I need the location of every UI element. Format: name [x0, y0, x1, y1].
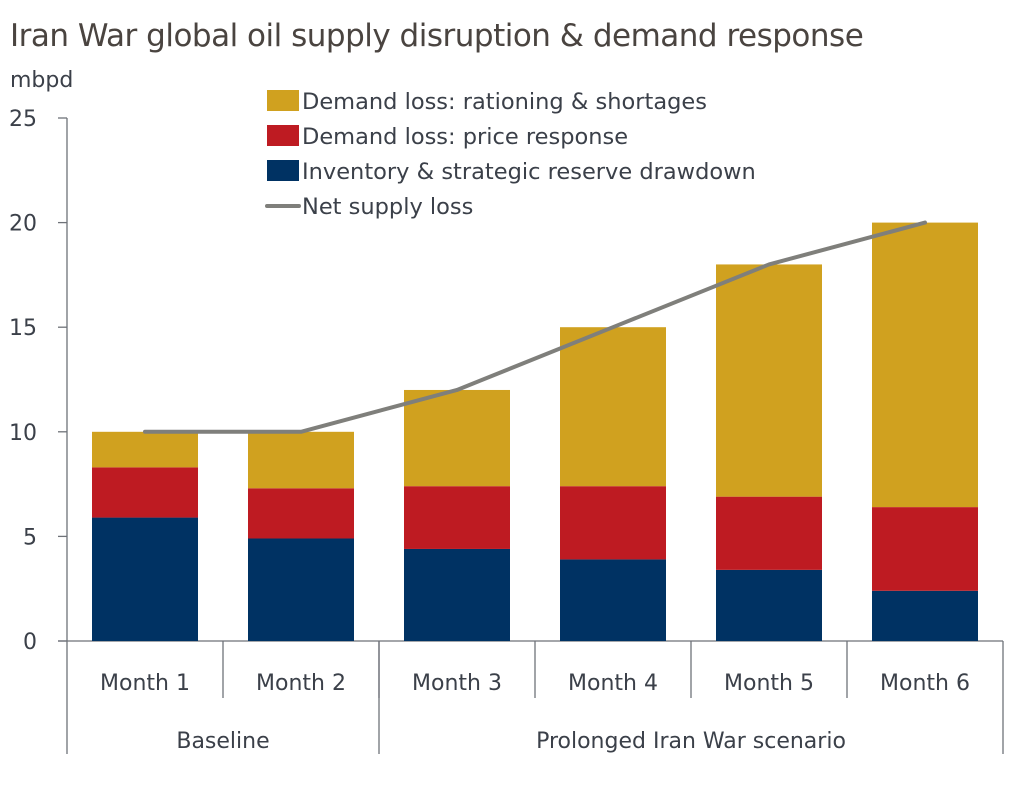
y-tick-label: 20	[9, 212, 37, 237]
x-tick-label: Month 3	[412, 671, 502, 696]
bar-segment	[716, 569, 822, 641]
x-axis-labels: Month 1 Month 2 Month 3 Month 4 Month 5 Month…	[100, 641, 1004, 754]
bars	[92, 222, 978, 641]
bar-segment	[716, 264, 822, 497]
group-label: Baseline	[176, 729, 269, 754]
y-tick-label: 0	[23, 630, 37, 655]
x-tick-label: Month 5	[724, 671, 814, 696]
bar-segment	[248, 488, 354, 539]
x-tick-label: Month 6	[880, 671, 970, 696]
x-tick-label: Month 2	[256, 671, 346, 696]
bar-segment	[248, 538, 354, 641]
bar-segment	[404, 486, 510, 549]
bar-segment	[404, 389, 510, 487]
y-tick-label: 5	[23, 525, 37, 550]
net-supply-loss-line	[143, 220, 927, 434]
bar-segment	[560, 327, 666, 487]
bar-segment	[92, 517, 198, 641]
x-tick-label: Month 4	[568, 671, 658, 696]
net-supply-line-group	[143, 220, 927, 434]
y-tick-label: 10	[9, 421, 37, 446]
legend: Demand loss: rationing & shortages Demand…	[265, 89, 756, 220]
legend-swatch	[267, 90, 299, 111]
x-tick-label: Month 1	[100, 671, 190, 696]
y-tick-label: 25	[9, 107, 37, 132]
legend-label: Demand loss: rationing & shortages	[302, 89, 707, 115]
legend-swatch	[267, 125, 299, 146]
bar-segment	[248, 431, 354, 489]
bar-segment	[872, 222, 978, 508]
bar-segment	[92, 431, 198, 468]
legend-label: Inventory & strategic reserve drawdown	[302, 159, 756, 185]
y-tick-label: 15	[9, 316, 37, 341]
bar-segment	[560, 486, 666, 560]
y-axis-unit-label: mbpd	[10, 68, 74, 93]
bar-segment	[872, 590, 978, 641]
legend-label: Demand loss: price response	[302, 124, 628, 150]
bar-segment	[92, 467, 198, 518]
bar-segment	[404, 548, 510, 641]
legend-swatch	[267, 160, 299, 181]
bar-segment	[872, 507, 978, 591]
bar-segment	[716, 496, 822, 570]
legend-label: Net supply loss	[302, 194, 473, 220]
bar-segment	[560, 559, 666, 641]
axes: 0 5 10 15 20 25	[9, 107, 1003, 754]
group-label: Prolonged Iran War scenario	[536, 729, 846, 754]
chart-title: Iran War global oil supply disruption & …	[10, 18, 864, 54]
